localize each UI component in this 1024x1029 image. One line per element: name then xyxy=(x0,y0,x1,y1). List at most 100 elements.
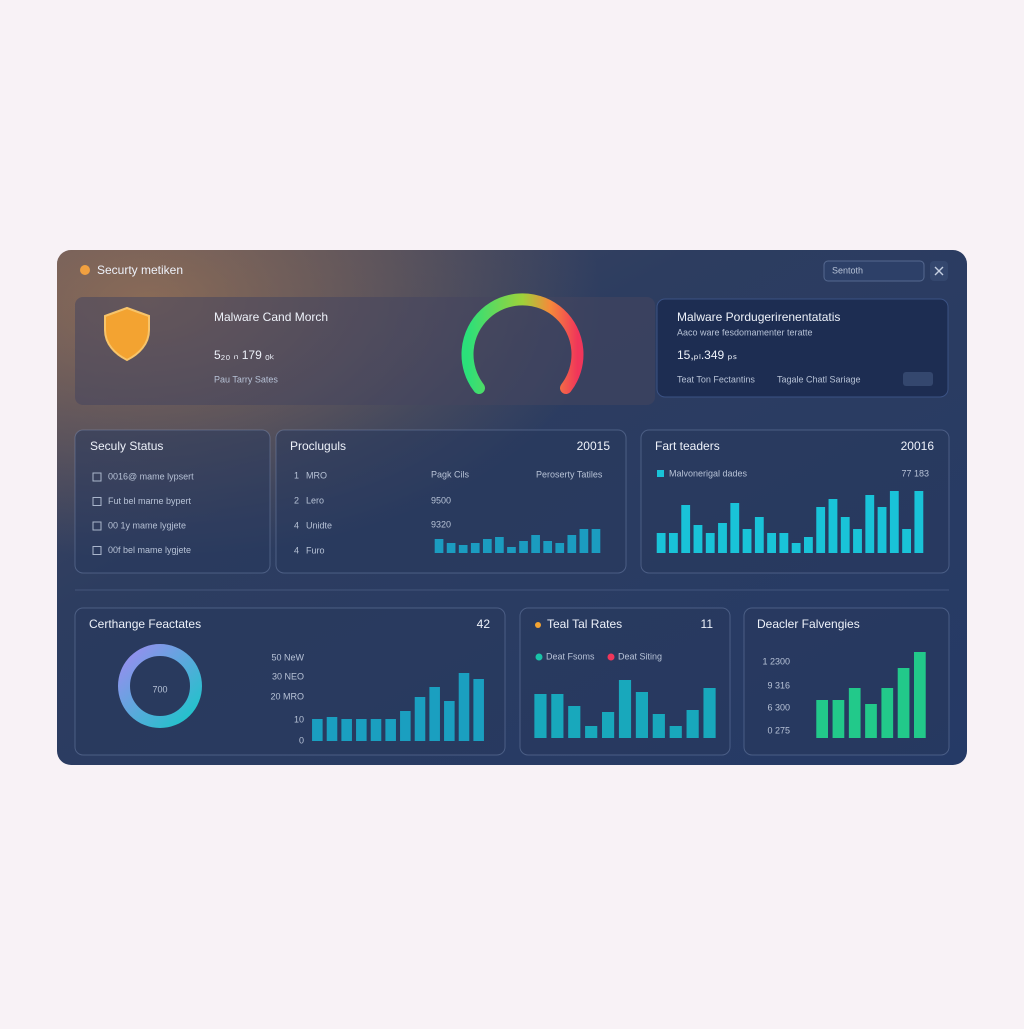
overview-panel xyxy=(75,297,655,405)
bar xyxy=(568,706,581,738)
highlight-value: 15,ₚₗ.349 ₚₛ xyxy=(677,348,737,362)
title-dot xyxy=(535,622,541,628)
gauge xyxy=(461,293,584,394)
bar xyxy=(848,688,861,738)
row-cell: Unidte xyxy=(306,520,332,530)
legend-label: Deat Siting xyxy=(618,651,662,661)
overview-value: 5₂₀ ₙ 179 ₒₖ xyxy=(214,348,275,362)
bar xyxy=(602,712,615,738)
bar xyxy=(897,668,910,738)
toggle-button[interactable] xyxy=(903,372,933,386)
highlight-panel xyxy=(656,298,949,398)
bar xyxy=(791,543,801,553)
bar xyxy=(567,535,577,553)
bar xyxy=(828,499,838,553)
bar xyxy=(482,539,492,553)
bar xyxy=(531,535,540,553)
panel-badge: 20016 xyxy=(901,439,935,453)
bar xyxy=(914,491,924,553)
bar xyxy=(635,692,648,738)
panel-title: Seculy Status xyxy=(90,439,163,453)
donut xyxy=(118,644,202,728)
bar xyxy=(669,726,682,738)
bar xyxy=(803,537,813,553)
list-item: 00 1y mame lygjete xyxy=(108,520,186,530)
row-cell: 1 xyxy=(294,470,299,480)
bar xyxy=(458,545,468,553)
row-cell: MRO xyxy=(306,470,327,480)
axis-label: 0 xyxy=(299,735,304,745)
bar xyxy=(473,679,484,741)
bar xyxy=(370,719,382,741)
legend-label: Malvonerigal dades xyxy=(669,468,748,478)
panel-note: 77 183 xyxy=(901,468,929,478)
bar xyxy=(832,700,845,738)
highlight-link[interactable]: Tagale Chatl Sariage xyxy=(777,374,861,384)
bar xyxy=(730,503,740,553)
bar xyxy=(579,529,589,553)
list-icon xyxy=(92,472,102,482)
row-cell: Lero xyxy=(306,495,324,505)
list-icon xyxy=(92,521,102,531)
axis-label: 10 xyxy=(294,714,304,724)
bar xyxy=(495,537,504,553)
axis-label: 9 316 xyxy=(767,680,790,690)
list-icon xyxy=(92,546,102,555)
bar xyxy=(519,541,528,553)
bar xyxy=(889,491,899,553)
figure: 9320 xyxy=(431,519,451,529)
app-title: Securty metiken xyxy=(97,263,183,277)
column-header: Pagk Cils xyxy=(431,469,470,479)
panel-title: Teal Tal Rates xyxy=(547,617,622,631)
row-cell: 2 xyxy=(294,495,299,505)
legend-label: Deat Fsoms xyxy=(546,651,595,661)
bar xyxy=(555,543,565,553)
axis-label: 6 300 xyxy=(767,702,790,712)
close-icon xyxy=(934,266,944,276)
panel-title: Fart teaders xyxy=(655,439,720,453)
panel-badge: 42 xyxy=(477,617,491,631)
axis-label: 0 275 xyxy=(767,725,790,735)
list-item: Fut bel marne bypert xyxy=(108,496,192,506)
bar xyxy=(458,673,470,741)
bar xyxy=(585,726,598,738)
bar xyxy=(877,507,887,553)
bar xyxy=(865,704,877,738)
bar xyxy=(543,541,553,553)
row-cell: Furo xyxy=(306,545,325,555)
bar xyxy=(913,652,926,738)
bar xyxy=(356,719,367,741)
legend-swatch xyxy=(607,653,615,661)
panel-title: Deacler Falvengies xyxy=(757,617,860,631)
bar xyxy=(534,694,547,738)
highlight-subtitle: Aaco ware fesdomamenter teratte xyxy=(677,327,813,337)
highlight-title: Malware Pordugerirenentatatis xyxy=(677,310,840,324)
column-header: Peroserty Tatiles xyxy=(536,469,603,479)
bar xyxy=(618,680,632,738)
bar xyxy=(429,687,440,741)
bar xyxy=(681,505,691,553)
overview-caption: Pau Tarry Sates xyxy=(214,374,278,384)
list-icon xyxy=(92,497,102,506)
panel-badge: 20015 xyxy=(577,439,611,453)
panel-title: Certhange Feactates xyxy=(89,617,201,631)
bar xyxy=(718,523,727,553)
bar xyxy=(693,525,703,553)
search-text: Sentoth xyxy=(832,265,863,275)
bar xyxy=(865,495,875,553)
bar xyxy=(902,529,912,553)
shield-icon xyxy=(104,306,150,362)
highlight-link[interactable]: Teat Ton Fectantins xyxy=(677,374,755,384)
search-box[interactable] xyxy=(823,260,925,282)
bar xyxy=(816,700,829,738)
logo xyxy=(80,265,90,275)
list-item: 0016@ mame lypsert xyxy=(108,471,194,481)
bar xyxy=(742,529,752,553)
bar xyxy=(656,533,666,553)
row-cell: 4 xyxy=(294,520,299,530)
bar xyxy=(840,517,850,553)
overview-title: Malware Cand Morch xyxy=(214,310,328,324)
bar xyxy=(326,717,338,741)
axis-label: 50 NeW xyxy=(271,652,304,662)
